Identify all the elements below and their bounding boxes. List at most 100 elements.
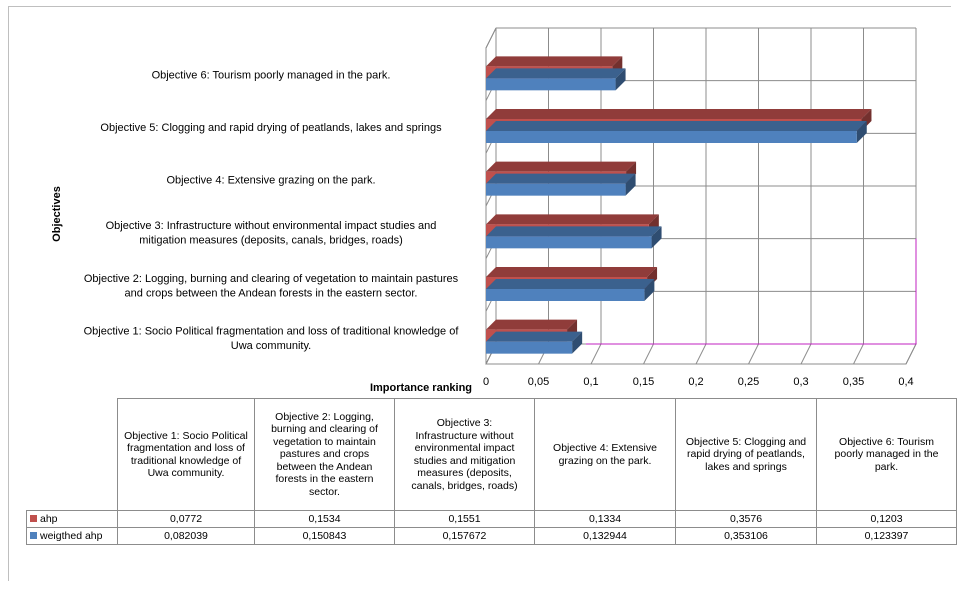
bar [486,279,655,301]
table-header-cell: Objective 1: Socio Political fragmentatio… [117,398,255,511]
table-cell: 0,1551 [394,510,535,528]
bar-top [486,109,872,119]
floor-line [853,343,864,365]
category-label: and crops between the Andean forests in … [125,287,418,299]
bar [486,68,626,91]
x-tick-label: 0,25 [738,376,759,388]
x-tick-label: 0,4 [898,376,913,388]
category-label: Uwa community. [231,340,311,352]
table-cell: 0,1334 [534,510,676,528]
bar-top [486,56,623,67]
table-header-line: vegetation to maintain [273,435,376,448]
table-header-line: grazing on the park. [558,454,652,467]
x-tick-label: 0 [483,376,489,388]
bar-top [486,331,583,342]
category-label: Objective 5: Clogging and rapid drying o… [100,122,442,134]
table-cell: 0,1203 [816,510,957,528]
table-cell: 0,157672 [394,527,535,545]
table-header-line: Objective 3: [436,417,493,429]
table-header-line: fragmentation and loss of [127,442,245,454]
table-header-line: environmental impact [414,442,515,454]
bar-top [486,319,578,330]
table-header-line: poorly managed in the [834,448,939,461]
x-tick-label: 0,1 [583,376,598,388]
bar-top [486,68,626,79]
table-corner [26,398,118,511]
bar [486,121,867,143]
table-header-line: studies and mitigation [413,454,516,467]
x-tick-label: 0,2 [688,376,703,388]
table-header-row: Objective 1: Socio Political fragmentatio… [26,398,957,511]
plot-edge [586,238,917,345]
floor-line [643,343,654,365]
series-legend-cell: weigthed ahp [26,527,118,545]
wall-line [485,27,497,49]
table-header-cell: Objective 6: Tourism poorly managed in th… [816,398,957,511]
table-header-line: pastures and crops [279,448,370,461]
table-header-line: traditional knowledge of [130,454,242,467]
table-header-cell: Objective 3: Infrastructure without enviro… [394,398,535,511]
x-tick-labels: 0 0,05 0,1 0,15 0,2 0,25 0,3 0,35 0,4 [483,376,914,388]
bar-end [856,121,867,143]
table-header-line: Objective 2: Logging, [275,410,374,423]
series-name: weigthed ahp [40,529,103,542]
table-header-line: rapid drying of peatlands, [687,448,805,461]
bar-chart: 0 0,05 0,1 0,15 0,2 0,25 0,3 0,35 0,4 Objective … [51,27,917,394]
table-header-line: Objective 1: Socio Political [124,429,248,442]
table-row: ahp 0,0772 0,1534 0,1551 0,1334 0,3576 0,1203 [26,510,957,528]
category-label: Objective 1: Socio Political fragmentati… [84,325,460,337]
bar-end [615,68,626,91]
bar-top [486,214,659,225]
table-cell: 0,082039 [117,527,255,545]
table-cell: 0,150843 [254,527,395,545]
floor-line [905,343,917,365]
x-tick-label: 0,05 [528,376,549,388]
x-tick-label: 0,35 [843,376,864,388]
table-header-cell: Objective 5: Clogging and rapid drying of… [675,398,817,511]
category-label: Objective 2: Logging, burning and cleari… [84,273,459,285]
table-row: weigthed ahp 0,082039 0,150843 0,157672 0,13… [26,527,957,545]
bar-top [486,161,637,172]
bar-front [486,289,645,301]
table-header-line: Uwa community. [147,467,225,479]
floor-line [590,343,602,365]
table-cell: 0,1534 [254,510,395,528]
series-name: ahp [40,512,58,525]
table-header-line: Infrastructure without [415,429,514,442]
table-cell: 0,132944 [534,527,676,545]
x-tick-label: 0,3 [793,376,808,388]
table-header-line: between the Andean [276,460,373,473]
bars [486,56,872,354]
category-label: mitigation measures (deposits, canals, b… [139,235,403,247]
bar [486,173,636,196]
table-header-line: canals, bridges, roads) [411,479,518,492]
bar-front [486,341,573,354]
category-label: Objective 6: Tourism poorly managed in t… [152,69,391,81]
bar-top [486,279,655,289]
bar-front [486,236,652,249]
table-header-line: measures (deposits, [417,467,512,479]
category-label: Objective 3: Infrastructure without envi… [106,220,437,232]
bar-front [486,183,626,196]
data-table: Objective 1: Socio Political fragmentatio… [26,398,957,545]
floor-line [695,343,707,365]
table-header-cell: Objective 4: Extensive grazing on the par… [534,398,676,511]
bar-end [644,279,655,301]
table-cell: 0,353106 [675,527,817,545]
series-legend-cell: ahp [26,510,118,528]
table-cell: 0,0772 [117,510,255,528]
floor-line [748,343,759,365]
x-axis-title: Importance ranking [370,382,472,394]
legend-swatch [30,515,37,523]
bar-front [486,131,857,143]
x-tick-label: 0,15 [633,376,654,388]
table-header-line: sector. [309,485,340,498]
table-header-line: burning and clearing of [271,423,378,436]
chart-frame [8,6,951,581]
table-header-line: Objective 5: Clogging and [685,435,807,448]
category-labels: Objective 6: Tourism poorly managed in t… [84,69,460,352]
y-axis-title: Objectives [51,186,63,242]
table-header-cell: Objective 2: Logging, burning and clearin… [254,398,395,511]
legend-swatch [30,532,37,540]
bar-front [486,78,616,91]
